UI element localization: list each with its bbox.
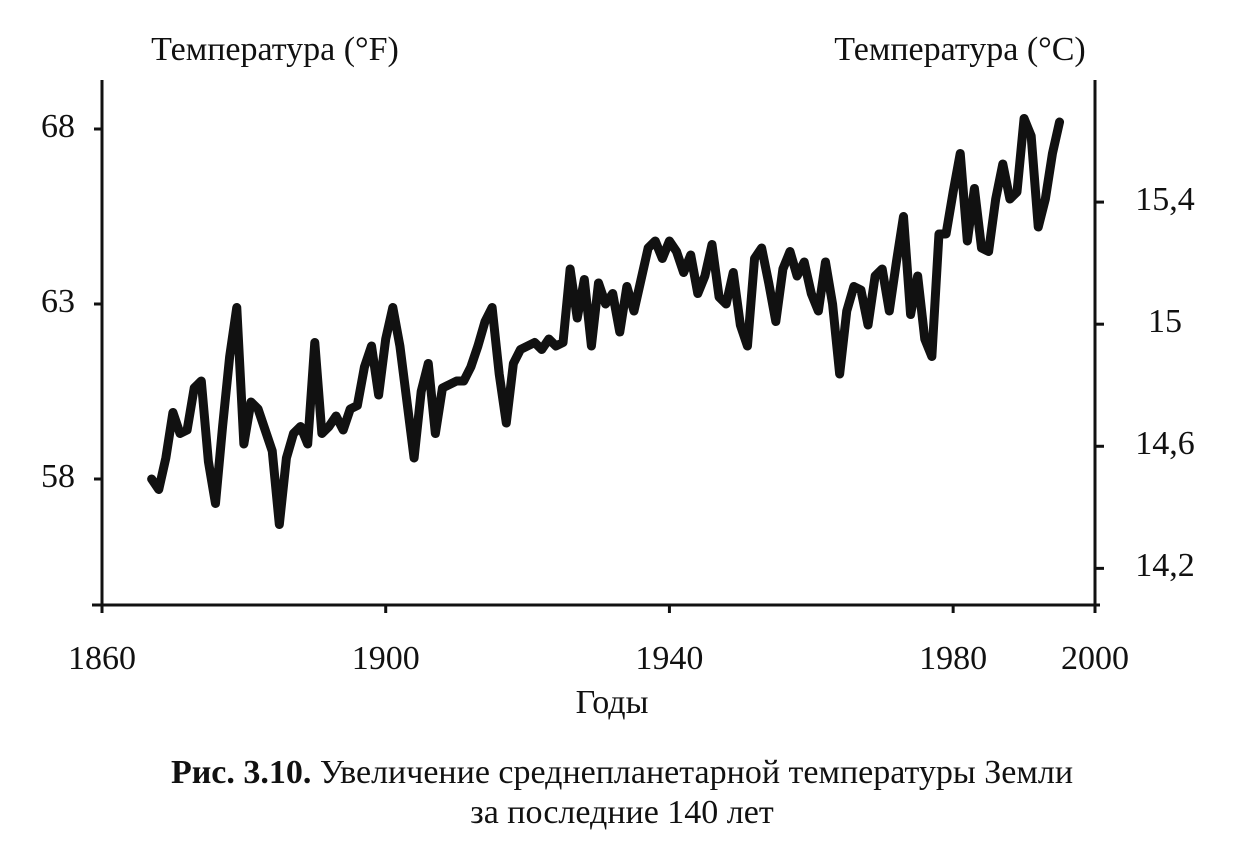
y-axis-label: Температура (°F): [151, 31, 399, 68]
caption-line: Увеличение среднепланетарной температуры…: [320, 754, 1073, 791]
y-tick-label: 68: [41, 108, 75, 145]
x-tick-label: 2000: [1061, 640, 1129, 677]
x-tick-label: 1940: [635, 640, 703, 677]
line: [147, 114, 1065, 529]
y2-tick-label: 15,4: [1135, 181, 1195, 218]
y2-tick-label: 14,2: [1135, 547, 1195, 584]
x-tick-label: 1860: [68, 640, 136, 677]
y2-axis-label: Температура (°C): [834, 31, 1086, 68]
x-tick-label: 1900: [352, 640, 420, 677]
x-axis-label: Годы: [576, 684, 649, 721]
caption-line: за последние 140 лет: [470, 794, 774, 831]
y-tick-label: 63: [41, 283, 75, 320]
caption: Рис. 3.10. Увеличение среднепланетарной …: [171, 754, 1073, 791]
caption-label: Рис. 3.10.: [171, 754, 311, 791]
x-tick-label: 1980: [919, 640, 987, 677]
y-tick-label: 58: [41, 458, 75, 495]
y2-tick-label: 14,6: [1135, 425, 1195, 462]
y2-tick-label: 15: [1148, 303, 1182, 340]
